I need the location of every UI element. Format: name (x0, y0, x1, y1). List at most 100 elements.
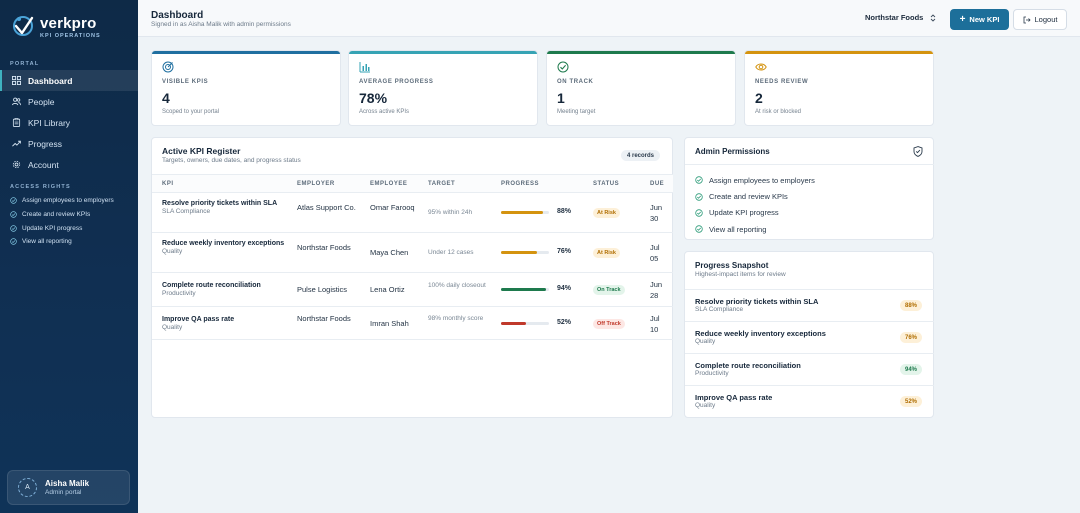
access-right-label: Create and review KPIs (22, 211, 91, 219)
snapshot-percent-badge: 88% (899, 300, 922, 311)
progress-bar (501, 322, 549, 325)
logout-button[interactable]: Logout (1013, 9, 1067, 30)
access-right-item: Update KPI progress (10, 221, 114, 235)
employer-cell: Pulse Logistics (297, 285, 348, 294)
stat-card-accent (349, 51, 537, 54)
column-header-employer[interactable]: EMPLOYER (297, 181, 335, 187)
column-header-progress[interactable]: PROGRESS (501, 181, 540, 187)
column-header-target[interactable]: TARGET (428, 181, 456, 187)
shield-check-icon (913, 146, 923, 157)
column-header-status[interactable]: STATUS (593, 181, 620, 187)
check-circle-icon (557, 61, 569, 73)
access-right-item: Create and review KPIs (10, 208, 114, 222)
stat-label: AVERAGE PROGRESS (359, 79, 434, 85)
kpi-name: Resolve priority tickets within SLA (162, 200, 278, 207)
permission-item: Update KPI progress (695, 205, 815, 221)
user-card[interactable]: A Aisha Malik Admin portal (7, 470, 130, 505)
avatar: A (18, 478, 37, 497)
progress-fill (501, 211, 544, 214)
table-row[interactable]: Reduce weekly inventory exceptions Quali… (152, 233, 673, 273)
sidebar-item-dashboard[interactable]: Dashboard (0, 70, 138, 91)
target-cell: 95% within 24h (428, 209, 473, 216)
organization-select-value: Northstar Foods (865, 13, 924, 22)
snapshot-item[interactable]: Resolve priority tickets within SLA SLA … (685, 289, 934, 321)
table-row[interactable]: Complete route reconciliation Productivi… (152, 273, 673, 307)
permissions-list: Assign employees to employers Create and… (695, 172, 815, 238)
stat-card-visible-kpis: VISIBLE KPIS 4 Scoped to your portal (151, 50, 341, 126)
people-icon (12, 97, 21, 106)
snapshot-item-name: Improve QA pass rate (695, 393, 773, 402)
kpi-category: Quality (162, 248, 183, 255)
employee-cell: Imran Shah (370, 319, 409, 328)
column-header-employee[interactable]: EMPLOYEE (370, 181, 408, 187)
permissions-title: Admin Permissions (695, 147, 770, 156)
table-row[interactable]: Improve QA pass rate Quality Northstar F… (152, 307, 673, 340)
sidebar-item-label: Progress (28, 138, 63, 149)
kpi-category: Productivity (162, 290, 196, 297)
permission-item: View all reporting (695, 221, 815, 237)
target-cell: Under 12 cases (428, 249, 474, 256)
column-header-kpi[interactable]: KPI (162, 181, 174, 187)
due-month: Jun (650, 280, 663, 289)
kpi-name: Complete route reconciliation (162, 282, 261, 289)
snapshot-item[interactable]: Complete route reconciliation Productivi… (685, 353, 934, 385)
progress-bar (501, 288, 549, 291)
progress-snapshot-panel: Progress Snapshot Highest-impact items f… (684, 251, 934, 418)
due-month: Jul (650, 314, 660, 323)
user-name: Aisha Malik (45, 479, 90, 488)
due-date: Jul 10 (650, 313, 670, 335)
stat-note: Scoped to your portal (162, 109, 220, 115)
permission-label: Update KPI progress (709, 208, 779, 218)
target-cell: 98% monthly score (428, 315, 484, 322)
due-day: 30 (650, 214, 659, 223)
stat-card-accent (152, 51, 340, 54)
access-rights-label: ACCESS RIGHTS (10, 184, 71, 190)
permission-item: Assign employees to employers (695, 172, 815, 188)
main-content: Dashboard Signed in as Aisha Malik with … (138, 0, 1080, 513)
sidebar-item-progress[interactable]: Progress (0, 133, 138, 154)
kpi-register-panel: Active KPI Register Targets, owners, due… (151, 137, 673, 418)
sidebar-item-people[interactable]: People (0, 91, 138, 112)
snapshot-title: Progress Snapshot (695, 261, 769, 270)
stat-value: 2 (755, 90, 763, 106)
brand[interactable]: verkpro KPI OPERATIONS (11, 14, 101, 40)
snapshot-item-name: Resolve priority tickets within SLA (695, 297, 819, 306)
employer-cell: Atlas Support Co. (297, 203, 356, 212)
check-circle-icon (10, 197, 17, 205)
kpi-category: SLA Compliance (162, 208, 211, 215)
access-right-item: View all reporting (10, 235, 114, 249)
snapshot-item-name: Reduce weekly inventory exceptions (695, 329, 826, 338)
kpi-name: Improve QA pass rate (162, 316, 235, 323)
user-role: Admin portal (45, 489, 82, 496)
new-kpi-button[interactable]: + New KPI (950, 9, 1009, 30)
sidebar-item-kpi-library[interactable]: KPI Library (0, 112, 138, 133)
column-header-due[interactable]: DUE (650, 181, 665, 187)
logout-icon (1023, 16, 1031, 23)
snapshot-item-category: Quality (695, 338, 716, 345)
stat-value: 4 (162, 90, 170, 106)
sidebar-item-label: People (28, 96, 55, 107)
progress-bar (501, 251, 549, 254)
snapshot-item-category: Productivity (695, 370, 729, 377)
snapshot-item[interactable]: Improve QA pass rate Quality 52% (685, 385, 934, 417)
employer-cell: Northstar Foods (297, 243, 351, 252)
progress-fill (501, 322, 526, 325)
snapshot-percent-badge: 76% (899, 332, 922, 343)
organization-select[interactable]: Northstar Foods (865, 13, 936, 22)
status-badge: At Risk (593, 208, 620, 218)
employee-cell: Omar Farooq (370, 203, 415, 212)
sidebar: verkpro KPI OPERATIONS PORTAL Dashboard … (0, 0, 138, 513)
stat-value: 1 (557, 90, 565, 106)
snapshot-item-category: SLA Compliance (695, 306, 744, 313)
check-circle-icon (10, 238, 17, 246)
logout-label: Logout (1034, 15, 1058, 24)
access-right-label: Assign employees to employers (22, 197, 114, 205)
snapshot-percent-badge: 94% (899, 364, 922, 375)
clipboard-icon (12, 118, 21, 127)
chevron-up-down-icon (931, 13, 936, 22)
grid-icon (12, 76, 21, 85)
table-row[interactable]: Resolve priority tickets within SLA SLA … (152, 193, 673, 233)
sidebar-item-account[interactable]: Account (0, 154, 138, 175)
snapshot-item[interactable]: Reduce weekly inventory exceptions Quali… (685, 321, 934, 353)
sidebar-item-label: Account (28, 159, 59, 170)
